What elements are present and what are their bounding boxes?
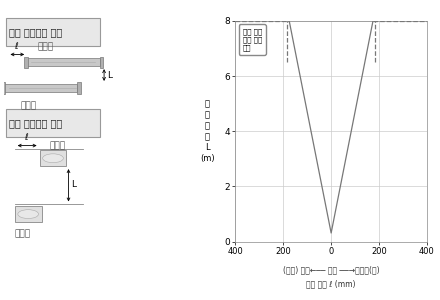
Legend: 세로 방향, 가로 방향, 공통: 세로 방향, 가로 방향, 공통 bbox=[239, 25, 266, 55]
Text: (아래) 왼쪽←── 중심 ──→오른쪽(위): (아래) 왼쪽←── 중심 ──→오른쪽(위) bbox=[283, 266, 379, 274]
Text: ℓ: ℓ bbox=[14, 42, 18, 51]
Text: L: L bbox=[71, 180, 76, 189]
Ellipse shape bbox=[18, 210, 39, 218]
Text: 수광기: 수광기 bbox=[50, 141, 66, 150]
Bar bbox=[77, 82, 81, 94]
Text: L: L bbox=[107, 71, 112, 80]
Text: ℓ: ℓ bbox=[24, 133, 28, 142]
Bar bbox=[99, 56, 103, 68]
Bar bbox=[1, 82, 5, 94]
Ellipse shape bbox=[43, 154, 63, 163]
Text: 투광기: 투광기 bbox=[15, 230, 31, 238]
Text: 가로 방향이동 특성: 가로 방향이동 특성 bbox=[8, 118, 62, 128]
FancyBboxPatch shape bbox=[7, 18, 99, 46]
Bar bbox=[27, 58, 99, 66]
Text: 투광기: 투광기 bbox=[21, 101, 37, 110]
Bar bbox=[4, 84, 77, 92]
Y-axis label: 설
정
거
리
L
(m): 설 정 거 리 L (m) bbox=[200, 99, 215, 164]
Bar bbox=[24, 56, 28, 68]
Bar bbox=[40, 150, 66, 166]
Bar bbox=[15, 206, 42, 222]
FancyBboxPatch shape bbox=[7, 109, 99, 137]
Text: 동작 위치 ℓ (mm): 동작 위치 ℓ (mm) bbox=[306, 279, 356, 288]
Text: 세로 방향이동 특성: 세로 방향이동 특성 bbox=[8, 27, 62, 37]
Text: 수광기: 수광기 bbox=[37, 43, 54, 52]
